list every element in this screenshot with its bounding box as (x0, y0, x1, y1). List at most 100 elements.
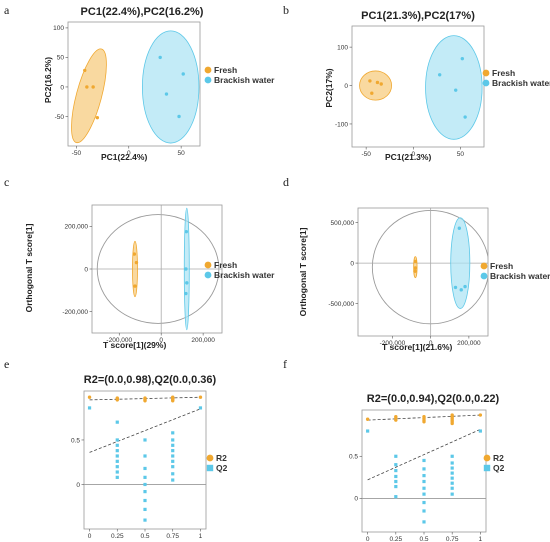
x-tick-label: 1 (199, 533, 203, 540)
legend-swatch-r2 (206, 454, 214, 462)
data-point-r2 (115, 398, 119, 402)
panel-letter: c (4, 175, 9, 189)
data-point-q2 (450, 471, 454, 475)
data-point-fresh (134, 260, 139, 265)
x-tick-label: 200,000 (191, 337, 215, 344)
data-point-q2 (422, 520, 426, 524)
panel-letter: b (283, 3, 289, 17)
data-point-q2 (450, 476, 454, 480)
plot-content (71, 30, 200, 144)
data-point-q2 (450, 454, 454, 458)
x-tick-label: -50 (72, 150, 82, 157)
data-point-q2 (115, 459, 119, 463)
x-tick-label: 0.75 (166, 533, 179, 540)
data-point-r2 (171, 399, 175, 403)
data-point-q2 (478, 429, 482, 433)
data-point-fresh (370, 91, 374, 95)
data-point-r2 (87, 395, 92, 399)
legend-label-brackish: Brackish water (214, 75, 275, 85)
legend-label-r2: R2 (493, 453, 504, 463)
y-axis-label: PC2(17%) (324, 68, 334, 107)
panel-c: c -200,000 0 200,000 -200,000 0 200,000 T score… (4, 175, 275, 350)
y-tick-label: 0 (60, 84, 64, 91)
data-point-r2 (198, 395, 203, 399)
data-point-q2 (171, 478, 175, 482)
data-point-brackish (463, 115, 467, 119)
legend-swatch-brackish (204, 76, 212, 84)
x-tick-label: 0 (88, 533, 92, 540)
y-tick-label: 0 (84, 266, 88, 273)
data-point-q2 (115, 465, 119, 469)
plot-content (359, 35, 483, 140)
legend-label-fresh: Fresh (214, 260, 237, 270)
data-point-q2 (171, 438, 175, 442)
y-tick-label: -50 (55, 114, 65, 121)
x-tick-label: 0.5 (140, 533, 149, 540)
data-point-brackish (453, 285, 458, 290)
data-point-q2 (394, 463, 398, 467)
data-point-q2 (115, 454, 119, 458)
data-point-q2 (143, 454, 147, 458)
panel-letter: e (4, 357, 9, 371)
x-tick-label: 0.75 (446, 536, 459, 542)
data-point-q2 (422, 479, 426, 484)
trend-line-q2 (367, 428, 481, 481)
data-point-q2 (394, 479, 398, 484)
data-point-q2 (394, 495, 398, 499)
data-point-q2 (143, 482, 147, 487)
data-point-q2 (115, 475, 119, 479)
data-point-q2 (143, 466, 147, 471)
legend-swatch-fresh (482, 69, 490, 77)
data-point-brackish (184, 229, 189, 234)
data-point-brackish (185, 281, 189, 285)
group-ellipse-fresh (132, 240, 138, 298)
x-tick-label: 0.25 (389, 536, 402, 542)
data-point-fresh (413, 269, 417, 273)
data-point-r2 (394, 418, 398, 422)
data-point-fresh (95, 115, 100, 120)
data-point-q2 (115, 443, 119, 447)
data-point-q2 (394, 474, 398, 479)
data-point-q2 (394, 484, 398, 489)
group-ellipse-brackish (450, 217, 471, 309)
data-point-brackish (164, 92, 169, 96)
x-axis-label: T score[1](29%) (103, 340, 166, 350)
data-point-q2 (171, 449, 175, 453)
plot-content (362, 413, 486, 524)
group-ellipse-brackish (425, 35, 483, 140)
data-point-q2 (143, 518, 147, 522)
data-point-fresh (132, 252, 137, 256)
legend-swatch-brackish (204, 271, 212, 279)
data-point-q2 (422, 458, 426, 463)
panel-b: b PC1(21.3%),PC2(17%) -50 0 50 -100 0 100 PC1(21… (283, 3, 550, 162)
panel-letter: a (4, 3, 10, 17)
data-point-r2 (365, 417, 370, 421)
data-point-brackish (184, 291, 188, 296)
data-point-q2 (115, 470, 119, 474)
data-point-q2 (366, 429, 370, 433)
x-tick-label: -200,000 (106, 337, 132, 344)
y-tick-label: 0.5 (349, 454, 358, 461)
data-point-r2 (143, 399, 147, 403)
x-tick-label: 0.5 (419, 536, 428, 542)
data-point-brackish (460, 56, 465, 61)
data-point-q2 (171, 459, 175, 463)
y-tick-label: -200,000 (62, 309, 88, 316)
legend-swatch-fresh (204, 66, 212, 74)
data-point-q2 (171, 454, 175, 458)
data-point-r2 (422, 420, 426, 424)
y-tick-label: 0 (354, 496, 358, 503)
x-tick-label: -200,000 (380, 340, 406, 347)
x-axis-label: T score[1](21.6%) (382, 342, 453, 352)
plot-content (84, 395, 206, 522)
data-point-brackish (463, 284, 467, 289)
plot-frame (357, 207, 489, 337)
data-point-fresh (91, 85, 95, 89)
data-point-q2 (394, 468, 398, 473)
chart-title: R2=(0.0,0.98),Q2(0.0,0.36) (84, 374, 217, 386)
y-axis-label: Orthogonal T score[1] (24, 223, 34, 312)
x-tick-label: -50 (361, 151, 371, 158)
x-tick-label: 50 (457, 151, 465, 158)
panel-letter: f (283, 357, 287, 371)
